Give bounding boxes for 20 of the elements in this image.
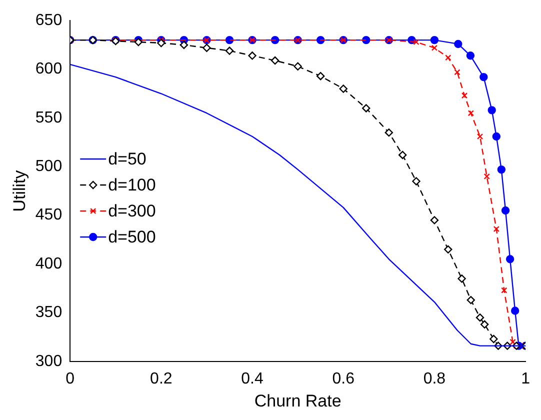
y-tick-label: 350: [35, 304, 62, 322]
x-tick-label: 0.8: [423, 370, 446, 388]
legend-label: d=300: [108, 202, 156, 221]
legend-label: d=500: [108, 228, 156, 247]
x-tick-label: 0: [66, 370, 75, 388]
y-tick-label: 400: [35, 255, 62, 272]
y-tick-label: 550: [35, 109, 62, 126]
y-axis-title: Utility: [10, 170, 29, 212]
x-tick-label: 0.6: [332, 370, 355, 388]
x-tick-label: 1: [521, 370, 530, 388]
y-tick-label: 600: [35, 60, 62, 78]
y-tick-label: 500: [35, 158, 62, 176]
x-axis-title: Churn Rate: [254, 391, 342, 410]
x-tick-label: 0.4: [241, 370, 264, 388]
y-tick-label: 450: [35, 206, 62, 224]
legend-label: d=100: [108, 176, 156, 195]
y-tick-label: 650: [35, 12, 62, 30]
x-tick-label: 0.2: [150, 370, 172, 388]
legend-label: d=50: [108, 150, 146, 169]
y-tick-label: 300: [35, 352, 62, 370]
